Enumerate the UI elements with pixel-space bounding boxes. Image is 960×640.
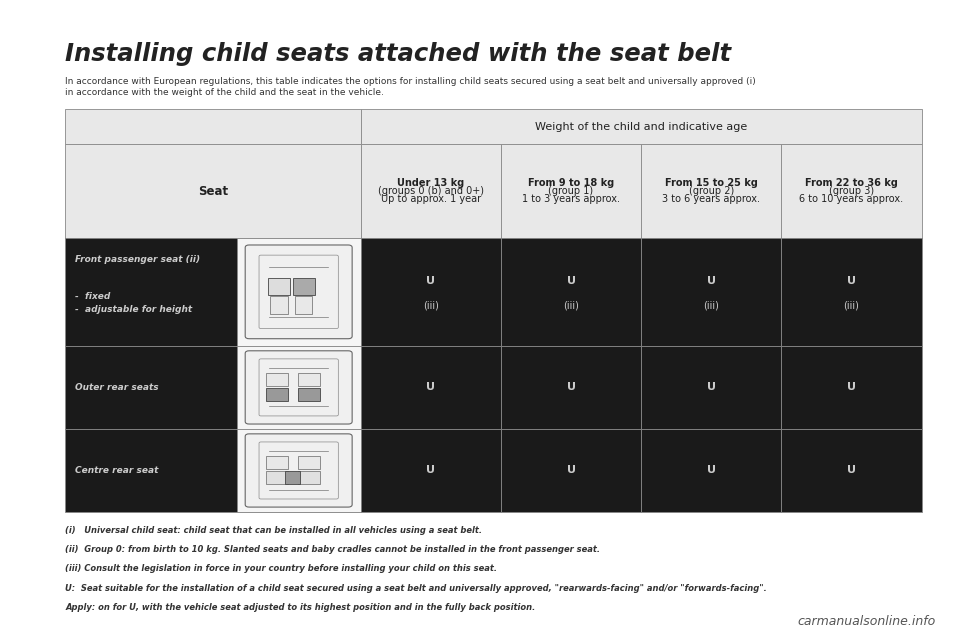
FancyBboxPatch shape xyxy=(245,245,352,339)
Text: From 9 to 18 kg: From 9 to 18 kg xyxy=(528,178,614,188)
Text: U: U xyxy=(847,383,856,392)
Text: Weight of the child and indicative age: Weight of the child and indicative age xyxy=(535,122,747,132)
Text: (ii)  Group 0: from birth to 10 kg. Slanted seats and baby cradles cannot be ins: (ii) Group 0: from birth to 10 kg. Slant… xyxy=(65,545,600,554)
Text: Installing child seats attached with the seat belt: Installing child seats attached with the… xyxy=(65,42,732,66)
Bar xyxy=(295,296,312,314)
Text: Front passenger seat (ii): Front passenger seat (ii) xyxy=(75,255,200,264)
Bar xyxy=(361,109,922,144)
Text: U: U xyxy=(426,276,435,286)
Text: U: U xyxy=(707,465,716,476)
Text: (group 1): (group 1) xyxy=(548,186,593,196)
Text: U: U xyxy=(847,465,856,476)
Bar xyxy=(285,470,300,484)
Bar xyxy=(298,456,320,469)
Text: U: U xyxy=(566,465,576,476)
Text: (group 2): (group 2) xyxy=(688,186,733,196)
Bar xyxy=(268,278,290,295)
Text: 3 to 6 years approx.: 3 to 6 years approx. xyxy=(662,195,760,204)
Bar xyxy=(266,388,288,401)
Text: in accordance with the weight of the child and the seat in the vehicle.: in accordance with the weight of the chi… xyxy=(65,88,384,97)
Text: carmanualsonline.info: carmanualsonline.info xyxy=(798,616,936,628)
Text: U: U xyxy=(426,383,435,392)
Text: U: U xyxy=(566,276,576,286)
Bar xyxy=(298,388,320,401)
Text: Apply: on for U, with the vehicle seat adjusted to its highest position and in t: Apply: on for U, with the vehicle seat a… xyxy=(65,603,536,612)
Bar xyxy=(65,109,361,144)
Bar xyxy=(293,278,315,295)
Text: -  fixed
-  adjustable for height: - fixed - adjustable for height xyxy=(75,292,192,314)
Text: From 22 to 36 kg: From 22 to 36 kg xyxy=(805,178,898,188)
Text: (groups 0 (b) and 0+): (groups 0 (b) and 0+) xyxy=(378,186,484,196)
Text: (iii) Consult the legislation in force in your country before installing your ch: (iii) Consult the legislation in force i… xyxy=(65,564,497,573)
Text: (iii): (iii) xyxy=(844,301,859,311)
Text: U:  Seat suitable for the installation of a child seat secured using a seat belt: U: Seat suitable for the installation of… xyxy=(65,584,767,593)
Text: U: U xyxy=(707,276,716,286)
Text: Seat: Seat xyxy=(198,184,228,198)
Text: U: U xyxy=(426,465,435,476)
FancyBboxPatch shape xyxy=(245,351,352,424)
Text: U: U xyxy=(566,383,576,392)
Text: 1 to 3 years approx.: 1 to 3 years approx. xyxy=(522,195,620,204)
Bar xyxy=(298,470,320,484)
Text: (i)   Universal child seat: child seat that can be installed in all vehicles usi: (i) Universal child seat: child seat tha… xyxy=(65,526,482,535)
Text: In accordance with European regulations, this table indicates the options for in: In accordance with European regulations,… xyxy=(65,77,756,86)
Text: Under 13 kg: Under 13 kg xyxy=(397,178,465,188)
Bar xyxy=(266,470,288,484)
Text: (iii): (iii) xyxy=(423,301,439,311)
Text: Centre rear seat: Centre rear seat xyxy=(75,466,158,475)
Text: Up to approx. 1 year: Up to approx. 1 year xyxy=(381,195,481,204)
Bar xyxy=(298,372,320,386)
Text: Outer rear seats: Outer rear seats xyxy=(75,383,158,392)
Text: U: U xyxy=(707,383,716,392)
Bar xyxy=(266,456,288,469)
Text: (group 3): (group 3) xyxy=(828,186,874,196)
Text: 6 to 10 years approx.: 6 to 10 years approx. xyxy=(800,195,903,204)
FancyBboxPatch shape xyxy=(245,434,352,507)
Bar xyxy=(270,296,288,314)
Text: (iii): (iii) xyxy=(704,301,719,311)
Text: From 15 to 25 kg: From 15 to 25 kg xyxy=(665,178,757,188)
Bar xyxy=(266,372,288,386)
Text: (iii): (iii) xyxy=(564,301,579,311)
Text: U: U xyxy=(847,276,856,286)
